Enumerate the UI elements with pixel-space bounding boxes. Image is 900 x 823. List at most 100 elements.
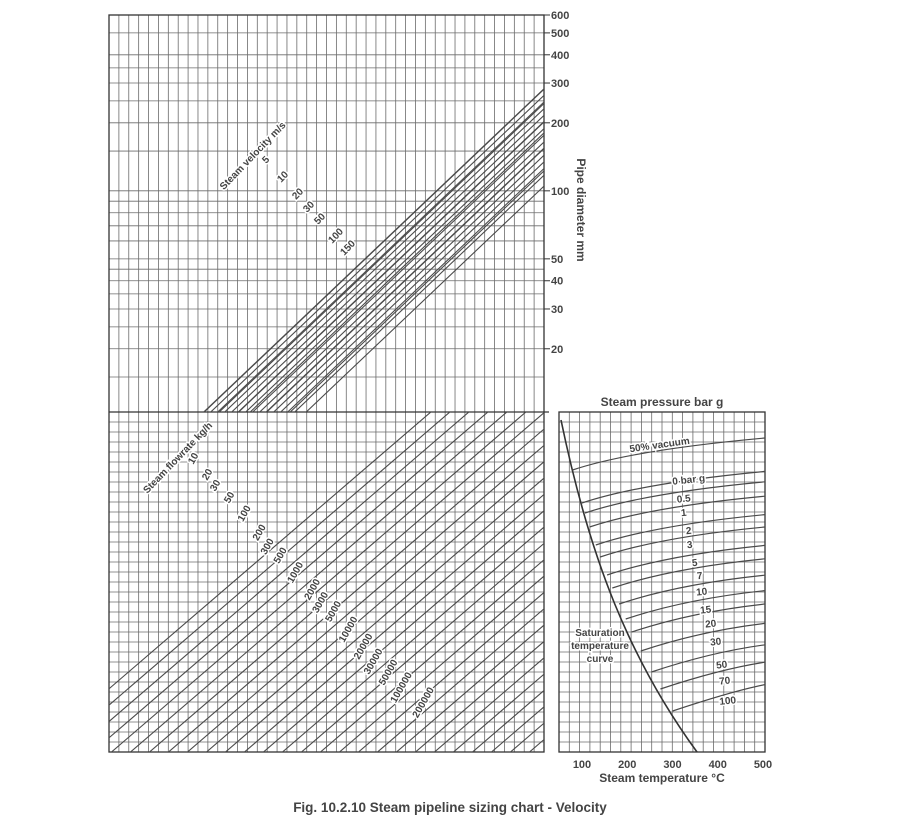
flowrate-line bbox=[490, 706, 544, 752]
right-panel-grid bbox=[558, 411, 766, 753]
flowrate-line bbox=[281, 526, 544, 752]
velocity-lines bbox=[202, 87, 544, 412]
diameter-tick-label: 30 bbox=[551, 304, 563, 316]
flowrate-line bbox=[148, 412, 544, 752]
velocity-label: 50 bbox=[312, 211, 328, 227]
diameter-tick-label: 400 bbox=[551, 50, 569, 62]
pressure-label: 100 bbox=[719, 695, 737, 708]
pipe-diameter-axis-label: Pipe diameter mm bbox=[574, 158, 588, 261]
velocity-line bbox=[305, 185, 544, 412]
flowrate-label: 100 bbox=[236, 503, 254, 523]
diameter-tick-label: 20 bbox=[551, 344, 563, 356]
pressure-curve bbox=[618, 574, 765, 605]
pressure-label: 20 bbox=[705, 618, 718, 630]
velocity-label: 10 bbox=[275, 169, 291, 185]
flowrate-line bbox=[338, 575, 544, 752]
velocity-label: 20 bbox=[290, 186, 306, 202]
pressure-label: 0 bar g bbox=[672, 473, 706, 487]
velocity-line bbox=[216, 101, 544, 412]
velocity-line bbox=[272, 154, 544, 412]
diameter-tick-label: 50 bbox=[551, 254, 563, 266]
pressure-label: 50 bbox=[716, 659, 729, 671]
pressure-label: 2 bbox=[685, 526, 692, 538]
diameter-tick-label: 600 bbox=[551, 10, 569, 22]
pressure-curve bbox=[660, 661, 765, 690]
pressure-curve bbox=[606, 544, 765, 576]
pressure-label: 0.5 bbox=[676, 493, 691, 505]
velocity-line bbox=[286, 167, 544, 412]
pressure-curve bbox=[651, 644, 765, 673]
flowrate-line bbox=[224, 477, 544, 752]
velocity-line bbox=[293, 174, 544, 412]
flowrate-line bbox=[395, 624, 544, 752]
pressure-curve bbox=[595, 514, 765, 546]
temperature-tick-label: 100 bbox=[573, 759, 591, 771]
velocity-line bbox=[244, 127, 544, 412]
velocity-line bbox=[265, 147, 544, 412]
velocity-label: 5 bbox=[260, 154, 272, 166]
left-panel-border bbox=[108, 14, 545, 753]
flowrate-line bbox=[502, 379, 900, 792]
flowrate-line bbox=[109, 412, 432, 690]
pressure-label: 30 bbox=[710, 636, 723, 648]
diameter-tick-label: 100 bbox=[551, 186, 569, 198]
flowrate-label: 10000 bbox=[337, 615, 361, 645]
saturation-curve-label: temperature bbox=[571, 641, 629, 652]
flowrate-line bbox=[357, 591, 544, 752]
velocity-line bbox=[237, 120, 544, 412]
velocity-line bbox=[218, 102, 544, 412]
pressure-curve bbox=[589, 495, 765, 528]
pressure-curve bbox=[625, 590, 765, 620]
velocity-family-label: Steam velocity m/s bbox=[218, 120, 289, 193]
flowrate-line bbox=[109, 412, 489, 739]
pressure-curve bbox=[640, 622, 765, 652]
diameter-tick-label: 40 bbox=[551, 276, 563, 288]
flowrate-line bbox=[167, 428, 544, 752]
diameter-tick-label: 200 bbox=[551, 118, 569, 130]
pressure-curve bbox=[599, 526, 765, 558]
flowrate-line bbox=[262, 510, 544, 752]
flowrate-label: 200000 bbox=[411, 685, 437, 720]
pressure-label: 70 bbox=[719, 675, 732, 687]
velocity-line bbox=[279, 161, 544, 412]
pressure-curve bbox=[584, 481, 765, 514]
pressure-curve bbox=[672, 684, 765, 712]
velocity-line bbox=[258, 141, 544, 412]
saturation-curve-label: curve bbox=[587, 654, 614, 665]
velocity-line bbox=[223, 107, 544, 412]
pressure-label: 1 bbox=[680, 508, 687, 520]
flowrate-line bbox=[319, 559, 544, 752]
temperature-tick-label: 300 bbox=[663, 759, 681, 771]
pressure-lines bbox=[560, 419, 765, 752]
pressure-curve bbox=[572, 437, 765, 471]
flowrate-line bbox=[109, 412, 451, 706]
saturation-curve bbox=[560, 419, 698, 752]
velocity-label: 100 bbox=[326, 226, 346, 246]
velocity-line bbox=[203, 88, 544, 412]
flowrate-line bbox=[129, 412, 527, 752]
flowrate-line bbox=[433, 657, 544, 752]
flowrate-line bbox=[186, 444, 544, 752]
pressure-panel-title: Steam pressure bar g bbox=[601, 395, 724, 409]
left-panel-grid bbox=[108, 14, 549, 753]
pressure-label: 15 bbox=[700, 604, 713, 616]
flowrate-line bbox=[110, 412, 508, 752]
temperature-axis-label: Steam temperature °C bbox=[599, 771, 725, 785]
saturation-curve-label: Saturation bbox=[575, 628, 624, 639]
pressure-curve bbox=[631, 603, 765, 633]
flowrate-lines bbox=[109, 379, 900, 792]
flowrate-label: 1000 bbox=[286, 560, 307, 585]
pressure-label: 7 bbox=[696, 571, 703, 583]
diameter-tick-label: 500 bbox=[551, 28, 569, 40]
flowrate-line bbox=[540, 379, 900, 792]
velocity-line bbox=[209, 94, 544, 412]
pressure-label: 10 bbox=[696, 586, 709, 598]
temperature-tick-label: 400 bbox=[709, 759, 727, 771]
velocity-line bbox=[289, 170, 544, 412]
pressure-label: 3 bbox=[686, 540, 693, 552]
velocity-line bbox=[230, 114, 544, 412]
temperature-tick-label: 500 bbox=[754, 759, 772, 771]
velocity-line bbox=[251, 134, 544, 412]
